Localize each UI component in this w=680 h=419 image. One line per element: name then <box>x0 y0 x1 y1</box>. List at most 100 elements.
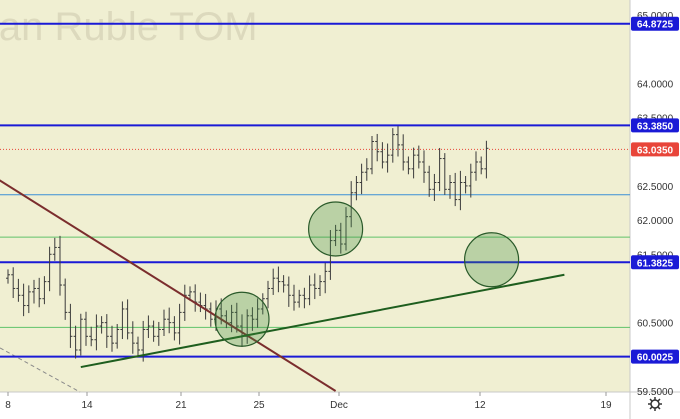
x-axis-background <box>0 392 680 419</box>
highlight-circles[interactable] <box>214 201 520 347</box>
candle <box>63 278 68 320</box>
candle <box>338 222 343 254</box>
candle <box>151 320 156 342</box>
x-tick-label: 12 <box>474 400 486 411</box>
candle <box>297 289 302 308</box>
candle <box>318 275 322 296</box>
x-tick-label: 8 <box>5 400 11 411</box>
candle <box>58 235 62 296</box>
candle <box>292 284 296 311</box>
candle <box>442 153 447 195</box>
x-tick-label: Dec <box>330 400 348 411</box>
candle <box>78 313 83 356</box>
candle <box>458 170 463 211</box>
candle <box>354 175 359 201</box>
candle <box>182 284 187 321</box>
candle <box>380 142 385 169</box>
candle <box>370 136 374 175</box>
candle <box>276 266 281 293</box>
x-tick-label: 21 <box>175 400 187 411</box>
x-tick-label: 25 <box>253 400 265 411</box>
candle <box>432 173 437 201</box>
highlight-circle[interactable] <box>214 291 270 347</box>
candle <box>416 145 421 169</box>
settings-gear-icon[interactable] <box>648 397 662 411</box>
candle <box>32 279 36 304</box>
candle <box>406 156 411 175</box>
candle <box>396 126 400 157</box>
candle <box>229 304 234 333</box>
x-axis-ticks: 8 14 21 25 Dec 12 19 <box>5 392 612 411</box>
x-tick-label: 19 <box>600 400 612 411</box>
y-tick-label: 65.0000 <box>637 11 674 22</box>
candle <box>349 181 354 228</box>
price-label: 63.3850 <box>631 118 679 133</box>
candle <box>266 280 270 309</box>
candle <box>177 303 182 345</box>
candle <box>333 224 338 247</box>
candle <box>73 325 78 359</box>
candle <box>172 316 177 341</box>
candle <box>448 174 452 199</box>
candle <box>156 321 161 346</box>
candle <box>281 275 286 293</box>
candle <box>188 286 192 301</box>
resistance-trendline[interactable] <box>0 179 337 392</box>
candle <box>136 336 140 358</box>
candle <box>16 278 21 302</box>
support-trendline[interactable] <box>80 273 565 369</box>
x-tick-label: 14 <box>81 400 93 411</box>
candle <box>94 314 99 351</box>
candle <box>463 175 468 194</box>
candle <box>422 150 426 183</box>
candle <box>385 143 390 173</box>
candle <box>479 156 484 175</box>
candle <box>302 287 307 309</box>
candle <box>42 276 47 305</box>
candle <box>52 237 57 261</box>
candle <box>375 133 380 162</box>
candle <box>104 314 109 348</box>
svg-text:64.8725: 64.8725 <box>637 20 674 31</box>
svg-text:61.3825: 61.3825 <box>637 258 674 269</box>
price-label: 60.0025 <box>631 349 679 364</box>
y-tick-label: 64.0000 <box>637 79 674 90</box>
candle <box>260 293 265 315</box>
candle <box>26 285 31 314</box>
candle <box>208 302 213 327</box>
trendlines[interactable] <box>0 179 565 392</box>
highlight-circle[interactable] <box>308 201 364 257</box>
candle <box>286 276 291 307</box>
candle <box>162 309 166 336</box>
candle <box>453 172 458 207</box>
candle <box>474 151 478 181</box>
candle <box>167 307 172 334</box>
candle <box>344 207 348 251</box>
thin-level-lines <box>0 194 630 393</box>
dashed-guide-line <box>0 347 81 393</box>
candle <box>130 321 135 354</box>
candle <box>401 134 406 171</box>
y-tick-label: 60.5000 <box>637 319 674 330</box>
candle <box>47 246 52 292</box>
candle <box>146 315 151 339</box>
horizontal-levels[interactable] <box>0 22 630 358</box>
candle <box>323 262 328 294</box>
highlight-circle[interactable] <box>464 232 520 288</box>
candle <box>99 316 104 334</box>
candle <box>125 299 130 340</box>
svg-text:63.3850: 63.3850 <box>637 121 674 132</box>
price-labels: 64.8725 63.3850 61.3825 60.0025 63.0350 <box>631 16 679 364</box>
candle <box>84 311 88 346</box>
svg-text:60.0025: 60.0025 <box>637 353 674 364</box>
candle <box>359 163 364 195</box>
candlesticks <box>6 126 489 362</box>
plot-background <box>0 0 630 392</box>
y-tick-label: 62.5000 <box>637 182 674 193</box>
svg-text:63.0350: 63.0350 <box>637 145 674 156</box>
candle <box>271 268 276 295</box>
candle <box>411 147 416 179</box>
candle <box>6 269 10 284</box>
